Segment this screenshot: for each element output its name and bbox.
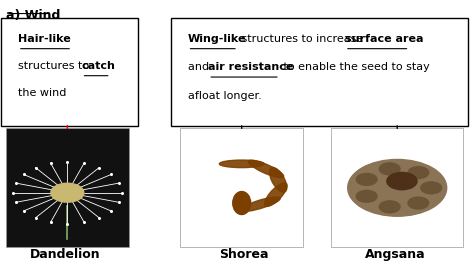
Circle shape [387, 173, 417, 190]
Ellipse shape [270, 167, 287, 192]
Circle shape [408, 167, 429, 179]
Circle shape [356, 190, 377, 202]
Ellipse shape [219, 160, 264, 168]
Text: structures to increase: structures to increase [238, 34, 367, 44]
Ellipse shape [248, 160, 283, 178]
Text: Angsana: Angsana [365, 248, 425, 261]
FancyBboxPatch shape [331, 128, 463, 247]
Circle shape [356, 173, 377, 185]
FancyBboxPatch shape [6, 128, 128, 247]
Text: Hair-like: Hair-like [18, 34, 71, 44]
Circle shape [348, 159, 447, 216]
Text: to enable the seed to stay: to enable the seed to stay [280, 62, 429, 72]
Text: catch: catch [82, 61, 115, 71]
Circle shape [379, 163, 400, 175]
Text: the wind: the wind [18, 88, 66, 98]
Text: and: and [188, 62, 212, 72]
Text: surface area: surface area [345, 34, 423, 44]
Text: a) Wind: a) Wind [6, 10, 61, 22]
Circle shape [421, 182, 441, 194]
FancyBboxPatch shape [1, 17, 138, 126]
FancyBboxPatch shape [181, 128, 303, 247]
Ellipse shape [233, 192, 251, 215]
Ellipse shape [241, 197, 280, 211]
Text: Wing-like: Wing-like [188, 34, 246, 44]
Ellipse shape [264, 183, 287, 206]
Circle shape [408, 197, 429, 209]
Circle shape [379, 201, 400, 213]
FancyBboxPatch shape [171, 17, 468, 126]
Text: air resistance: air resistance [208, 62, 293, 72]
Text: Dandelion: Dandelion [30, 248, 100, 261]
Text: Shorea: Shorea [219, 248, 269, 261]
Circle shape [51, 183, 84, 202]
Text: afloat longer.: afloat longer. [188, 91, 261, 100]
Text: structures to: structures to [18, 61, 92, 71]
